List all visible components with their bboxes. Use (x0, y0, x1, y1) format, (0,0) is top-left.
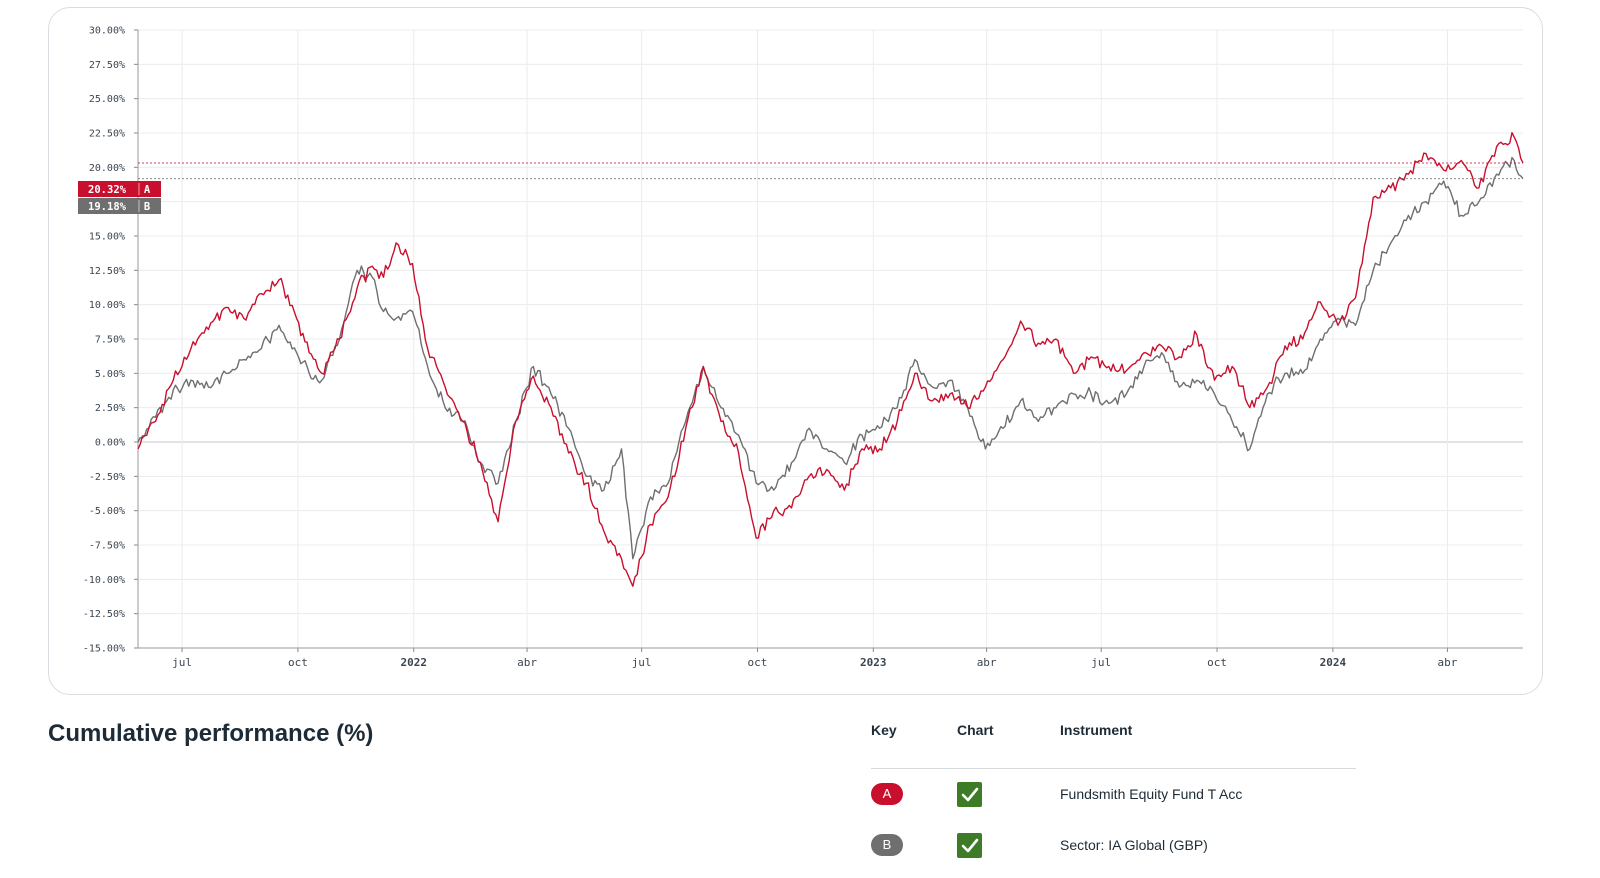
x-tick-label: abr (1438, 656, 1458, 669)
y-tick-label: 30.00% (89, 26, 125, 37)
flag-value-text: 20.32% (88, 184, 127, 196)
y-tick-label: -12.50% (83, 609, 125, 620)
y-tick-label: 15.00% (89, 232, 125, 243)
y-tick-label: 7.50% (95, 335, 125, 346)
key-badge-b: B (871, 834, 903, 856)
instrument-name-a: Fundsmith Equity Fund T Acc (1060, 786, 1243, 802)
x-tick-label: 2023 (860, 656, 887, 669)
series-line-a (137, 132, 1524, 587)
x-tick-label: oct (1207, 656, 1227, 669)
y-tick-label: -15.00% (83, 644, 125, 655)
y-tick-label: -7.50% (89, 541, 125, 552)
y-tick-label: -2.50% (89, 472, 125, 483)
y-tick-label: 22.50% (89, 129, 125, 140)
flag-series-name: A (144, 184, 151, 196)
x-tick-label: oct (748, 656, 768, 669)
x-tick-label: jul (632, 656, 652, 669)
key-row-b: B Sector: IA Global (GBP) (871, 820, 1356, 871)
checkmark-icon (961, 787, 979, 802)
flag-background (78, 181, 161, 197)
x-tick-label: jul (172, 656, 192, 669)
chart-checkbox-a[interactable] (957, 782, 982, 807)
chart-card: 30.00%27.50%25.00%22.50%20.00%17.50%15.0… (48, 7, 1543, 695)
key-table-header: Key Chart Instrument (871, 716, 1356, 769)
y-tick-label: 2.50% (95, 403, 125, 414)
key-badge-a: A (871, 783, 903, 805)
flag-series-name: B (144, 201, 150, 213)
key-column-header: Key (871, 722, 897, 738)
y-tick-label: 25.00% (89, 94, 125, 105)
y-tick-label: 12.50% (89, 266, 125, 277)
key-row-a: A Fundsmith Equity Fund T Acc (871, 769, 1356, 820)
chart-checkbox-b[interactable] (957, 833, 982, 858)
section-title: Cumulative performance (%) (48, 720, 374, 747)
x-tick-label: abr (517, 656, 537, 669)
performance-chart[interactable]: 30.00%27.50%25.00%22.50%20.00%17.50%15.0… (49, 8, 1542, 694)
x-tick-label: 2024 (1320, 656, 1347, 669)
y-tick-label: 20.00% (89, 163, 125, 174)
instrument-name-b: Sector: IA Global (GBP) (1060, 837, 1208, 853)
series-line-b (137, 156, 1524, 560)
checkmark-icon (961, 838, 979, 853)
x-tick-label: oct (288, 656, 308, 669)
key-table: Key Chart Instrument A Fundsmith Equity … (871, 716, 1356, 871)
chart-column-header: Chart (957, 722, 994, 738)
last-value-flag-b: 19.18% B (78, 198, 161, 214)
x-tick-label: 2022 (400, 656, 427, 669)
y-tick-label: -10.00% (83, 575, 125, 586)
x-tick-label: abr (977, 656, 997, 669)
y-tick-label: 5.00% (95, 369, 125, 380)
y-tick-label: -5.00% (89, 506, 125, 517)
flag-value-text: 19.18% (88, 201, 127, 213)
flag-background (78, 198, 161, 214)
last-value-flag-a: 20.32% A (78, 181, 161, 197)
instrument-column-header: Instrument (1060, 722, 1133, 738)
y-tick-label: 0.00% (95, 438, 125, 449)
y-tick-label: 27.50% (89, 60, 125, 71)
x-tick-label: jul (1091, 656, 1111, 669)
y-tick-label: 10.00% (89, 300, 125, 311)
